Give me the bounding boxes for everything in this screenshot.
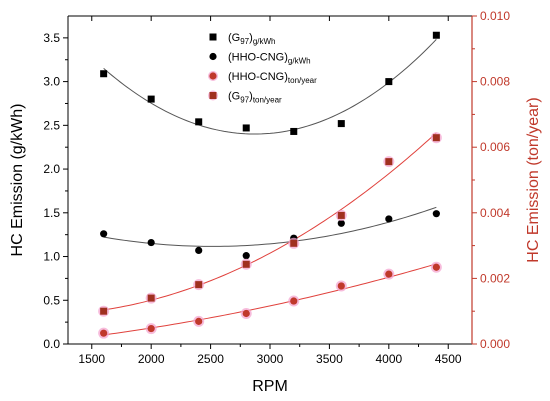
data-point-circle [195, 246, 203, 255]
fit-curves [103, 39, 437, 336]
x-axis-title: RPM [252, 378, 288, 395]
legend-label-close: ) [249, 32, 253, 44]
y-right-tick-label: 0.002 [480, 271, 510, 285]
x-tick-label: 2000 [138, 352, 165, 366]
data-point-circle [432, 263, 440, 271]
data-point-circle [385, 215, 393, 223]
data-point-square [242, 260, 250, 268]
data-point-square [290, 239, 298, 247]
legend-label: (HHO-CNG)ton/year [228, 71, 317, 85]
data-point-circle [147, 324, 155, 333]
axes: 1500 2000 2500 3000 3500 4000 4500 0.0 0.5 1.0 1.5… [43, 9, 510, 366]
fit-line-1 [103, 206, 437, 247]
legend-label-unit: g/kWh [288, 57, 311, 66]
data-point-circle [100, 329, 108, 337]
data-points [98, 31, 442, 339]
data-point-square [100, 307, 108, 315]
y-right-axis-title: HC Emission (ton/year) [525, 97, 542, 262]
legend-label-main: (G [228, 32, 240, 44]
data-point-circle [100, 230, 108, 238]
legend-label-sub: 97 [240, 96, 249, 105]
legend-label-main: (HHO-CNG) [228, 52, 288, 64]
data-point-square [432, 134, 440, 142]
data-point-circle [385, 270, 393, 278]
fit-line-2 [103, 263, 437, 336]
y-left-tick-label: 0.0 [43, 337, 60, 351]
x-tick-label: 4000 [375, 352, 402, 366]
data-point-square [147, 294, 155, 302]
data-point-circle [195, 317, 203, 325]
x-tick-label: 2500 [197, 352, 224, 366]
legend-label-unit: g/kWh [253, 37, 276, 46]
legend-label: (G97)g/kWh [228, 32, 275, 46]
data-point-square [242, 124, 250, 132]
data-point-square [337, 120, 345, 128]
x-tick-label: 3000 [257, 352, 284, 366]
legend-label-sub: 97 [240, 37, 249, 46]
y-right-tick-label: 0.004 [480, 206, 510, 220]
legend-label: (G97)ton/year [228, 91, 282, 105]
data-point-square [195, 281, 203, 289]
legend-marker-square [209, 92, 217, 99]
legend-label-unit: ton/year [253, 96, 282, 105]
legend-label: (HHO-CNG)g/kWh [228, 52, 311, 66]
data-point-square [385, 158, 393, 166]
y-left-tick-label: 3.0 [43, 75, 60, 89]
y-left-tick-label: 2.5 [43, 118, 60, 132]
data-point-square [385, 78, 393, 86]
y-right-tick-label: 0.010 [480, 9, 510, 23]
x-tick-label: 1500 [78, 352, 105, 366]
legend: (G97)g/kWh(HHO-CNG)g/kWh(HHO-CNG)ton/yea… [208, 32, 317, 105]
legend-label-unit: ton/year [288, 76, 317, 85]
data-point-square [337, 211, 345, 219]
fit-line-3 [103, 132, 437, 311]
y-left-tick-label: 0.5 [43, 293, 60, 307]
data-point-square [100, 70, 108, 78]
data-point-square [432, 31, 440, 39]
data-point-circle [337, 282, 345, 290]
data-point-circle [290, 297, 298, 305]
legend-marker-circle [209, 72, 217, 80]
data-point-square [195, 118, 203, 126]
data-point-circle [242, 252, 250, 260]
y-left-tick-label: 1.0 [43, 250, 60, 264]
y-left-tick-label: 3.5 [43, 31, 60, 45]
data-point-circle [147, 238, 155, 247]
y-right-tick-label: 0.008 [480, 75, 510, 89]
legend-marker-square [209, 33, 217, 41]
y-right-tick-label: 0.000 [480, 337, 510, 351]
legend-label-main: (G [228, 91, 240, 103]
data-point-circle [432, 210, 440, 218]
y-left-tick-label: 1.5 [43, 206, 60, 220]
data-point-square [147, 95, 155, 103]
data-point-square [290, 127, 298, 135]
legend-label-close: ) [249, 91, 253, 103]
data-point-circle [242, 309, 250, 318]
legend-marker-circle [209, 52, 217, 61]
x-tick-label: 3500 [316, 352, 343, 366]
y-left-tick-label: 2.0 [43, 162, 60, 176]
data-point-circle [337, 219, 345, 227]
x-tick-label: 4500 [435, 352, 462, 366]
y-right-tick-label: 0.006 [480, 140, 510, 154]
y-left-axis-title: HC Emission (g/kWh) [9, 104, 26, 257]
fit-line-0 [103, 39, 437, 135]
legend-label-main: (HHO-CNG) [228, 71, 288, 83]
